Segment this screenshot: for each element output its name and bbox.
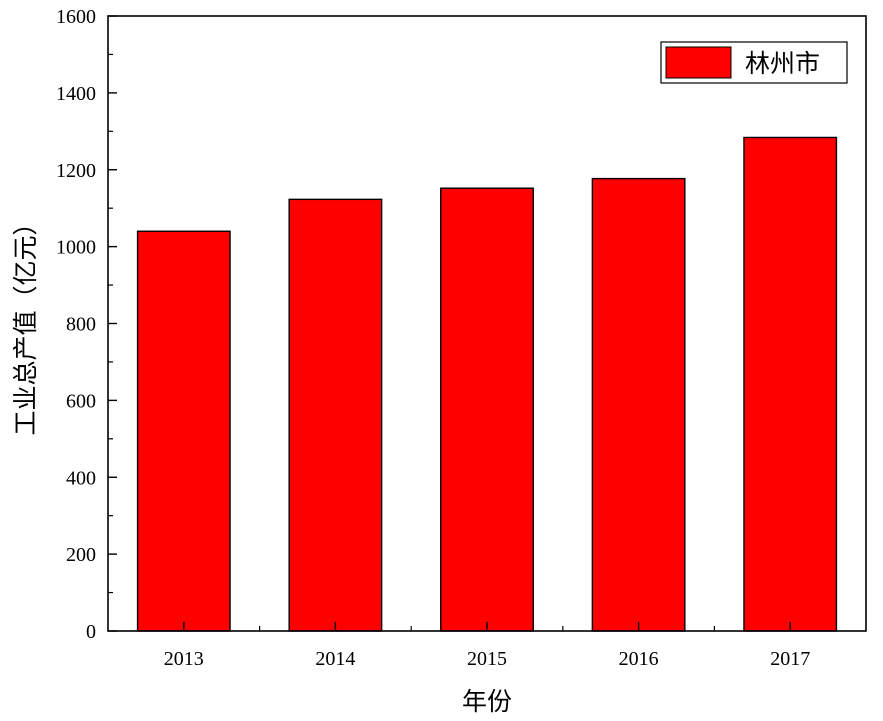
x-tick-label: 2014 <box>315 648 355 670</box>
y-tick-label: 1600 <box>56 6 96 28</box>
x-tick-labels: 2013 2014 2015 2016 2017 <box>164 648 810 670</box>
y-tick-label: 200 <box>66 544 96 566</box>
bar-2017 <box>743 136 838 632</box>
legend-label: 林州市 <box>745 49 820 78</box>
y-tick-label: 1400 <box>56 83 96 105</box>
x-tick-label: 2017 <box>770 648 810 670</box>
bars-group <box>136 136 838 632</box>
y-tick-label: 0 <box>86 621 96 643</box>
ticks-group <box>108 15 791 632</box>
x-axis-title: 年份 <box>462 687 512 716</box>
bar-2013 <box>136 230 231 632</box>
y-tick-label: 400 <box>66 467 96 489</box>
plot-area-frame <box>107 15 867 632</box>
bar-2014 <box>288 198 383 632</box>
bar-2015 <box>440 187 534 632</box>
x-tick-label: 2013 <box>164 648 204 670</box>
y-tick-label: 1000 <box>56 237 96 259</box>
y-tick-label: 600 <box>66 390 96 412</box>
y-axis-title: 工业总产值（亿元） <box>11 210 40 435</box>
bar-2016 <box>591 177 686 632</box>
x-tick-label: 2016 <box>619 648 659 670</box>
legend-swatch <box>665 46 732 79</box>
y-tick-label: 1200 <box>56 160 96 182</box>
x-tick-label: 2015 <box>467 648 507 670</box>
legend: 林州市 <box>660 41 848 84</box>
y-tick-labels: 0 200 400 600 800 1000 1200 1400 1600 <box>56 6 96 643</box>
y-tick-label: 800 <box>66 314 96 336</box>
